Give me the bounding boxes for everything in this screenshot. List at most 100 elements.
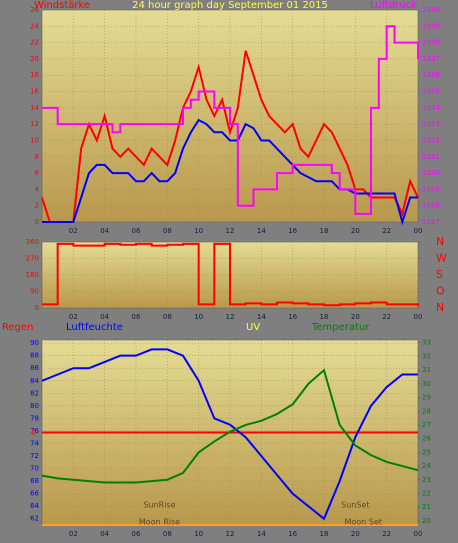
y-tick-label: 68	[30, 477, 39, 485]
y-tick-label: 78	[30, 414, 39, 422]
legend-label: UV	[246, 322, 260, 333]
y-tick-label: 82	[30, 389, 39, 397]
x-tick-label: 02	[69, 313, 78, 321]
y-tick-label: 64	[30, 502, 39, 510]
y2-tick-label: W	[436, 252, 447, 265]
y2-tick-label: 27	[422, 421, 431, 429]
y2-tick-label: 1035	[422, 88, 440, 96]
y-axis-label: Windstärke	[34, 0, 90, 11]
x-tick-label: 12	[226, 530, 235, 538]
y2-tick-label: 21	[422, 503, 431, 511]
legend-label: Regen	[2, 322, 34, 333]
x-tick-label: 14	[257, 530, 266, 538]
y2-tick-label: 31	[422, 366, 431, 374]
y-tick-label: 6	[35, 169, 40, 177]
series-line	[42, 242, 419, 307]
y-tick-label: 88	[30, 352, 39, 360]
y2-tick-label: O	[436, 285, 445, 298]
y-tick-label: 4	[35, 185, 40, 193]
legend-label: Temperatur	[311, 322, 370, 333]
y2-tick-label: 1040	[422, 6, 440, 14]
y2-tick-label: 20	[422, 517, 431, 525]
y-tick-label: 72	[30, 452, 39, 460]
annotation: SunRise	[143, 501, 175, 510]
series-line	[41, 348, 418, 521]
y-tick-label: 62	[30, 515, 39, 523]
x-tick-label: 16	[288, 227, 297, 235]
y3-tick-label: 0	[32, 429, 36, 437]
x-tick-label: 04	[100, 313, 109, 321]
y-tick-label: 90	[30, 339, 39, 347]
x-tick-label: 18	[320, 530, 329, 538]
y-tick-label: 80	[30, 402, 39, 410]
x-tick-label: 20	[351, 530, 360, 538]
y-tick-label: 26	[30, 6, 39, 14]
x-tick-label: 08	[163, 227, 172, 235]
y2-tick-label: 25	[422, 448, 431, 456]
y-tick-label: 74	[30, 439, 39, 447]
y2-tick-label: 1033	[422, 120, 440, 128]
y-tick-label: 2	[35, 202, 39, 210]
x-tick-label: 02	[69, 530, 78, 538]
x-tick-label: 00	[414, 227, 423, 235]
y-tick-label: 180	[26, 271, 39, 279]
x-tick-label: 20	[351, 313, 360, 321]
y2-tick-label: 1030	[422, 169, 440, 177]
x-tick-label: 02	[69, 227, 78, 235]
series-line	[42, 25, 419, 215]
y2-tick-label: 26	[422, 435, 431, 443]
y-tick-label: 76	[30, 427, 39, 435]
x-tick-label: 12	[226, 313, 235, 321]
y2-tick-label: 1032	[422, 136, 440, 144]
y2-tick-label: S	[436, 268, 443, 281]
y2-tick-label: 1039	[422, 22, 440, 30]
x-tick-label: 10	[194, 313, 203, 321]
y2-tick-label: 22	[422, 489, 431, 497]
y2-tick-label: 33	[422, 339, 431, 347]
y-tick-label: 0	[35, 304, 39, 312]
x-tick-label: 22	[382, 530, 391, 538]
x-tick-label: 08	[163, 530, 172, 538]
x-tick-label: 16	[288, 313, 297, 321]
x-tick-label: 00	[414, 313, 423, 321]
y-tick-label: 360	[26, 238, 39, 246]
x-tick-label: 06	[132, 227, 141, 235]
annotation: SunSet	[341, 501, 369, 510]
x-tick-label: 14	[257, 313, 266, 321]
x-tick-label: 18	[320, 313, 329, 321]
x-tick-label: 22	[382, 313, 391, 321]
y-tick-label: 20	[30, 55, 39, 63]
legend-label: Luftfeuchte	[66, 322, 123, 333]
y2-tick-label: 1031	[422, 153, 440, 161]
y2-tick-label: 30	[422, 380, 431, 388]
y2-tick-label: 1037	[422, 55, 440, 63]
y2-tick-label: 32	[422, 352, 431, 360]
x-tick-label: 00	[414, 530, 423, 538]
y2-tick-label: 1034	[422, 104, 440, 112]
x-tick-label: 18	[320, 227, 329, 235]
y2-tick-label: 23	[422, 476, 431, 484]
x-tick-label: 08	[163, 313, 172, 321]
y-tick-label: 66	[30, 490, 39, 498]
y2-tick-label: N	[436, 235, 444, 248]
y-tick-label: 24	[30, 22, 39, 30]
y-tick-label: 8	[35, 153, 39, 161]
y-tick-label: 86	[30, 364, 39, 372]
y2-tick-label: 29	[422, 394, 431, 402]
x-tick-label: 06	[132, 530, 141, 538]
series-line	[41, 368, 419, 484]
x-tick-label: 22	[382, 227, 391, 235]
y-tick-label: 10	[30, 136, 39, 144]
x-tick-label: 04	[100, 227, 109, 235]
y-tick-label: 14	[30, 104, 39, 112]
x-tick-label: 10	[194, 227, 203, 235]
chart-title: 24 hour graph day September 01 2015	[132, 0, 328, 11]
y2-tick-label: 28	[422, 407, 431, 415]
x-tick-label: 10	[194, 530, 203, 538]
y-tick-label: 18	[30, 71, 39, 79]
annotation: Moon Rise	[139, 518, 180, 527]
x-tick-label: 04	[100, 530, 109, 538]
y2-tick-label: N	[436, 301, 444, 314]
y-tick-label: 270	[26, 255, 39, 263]
